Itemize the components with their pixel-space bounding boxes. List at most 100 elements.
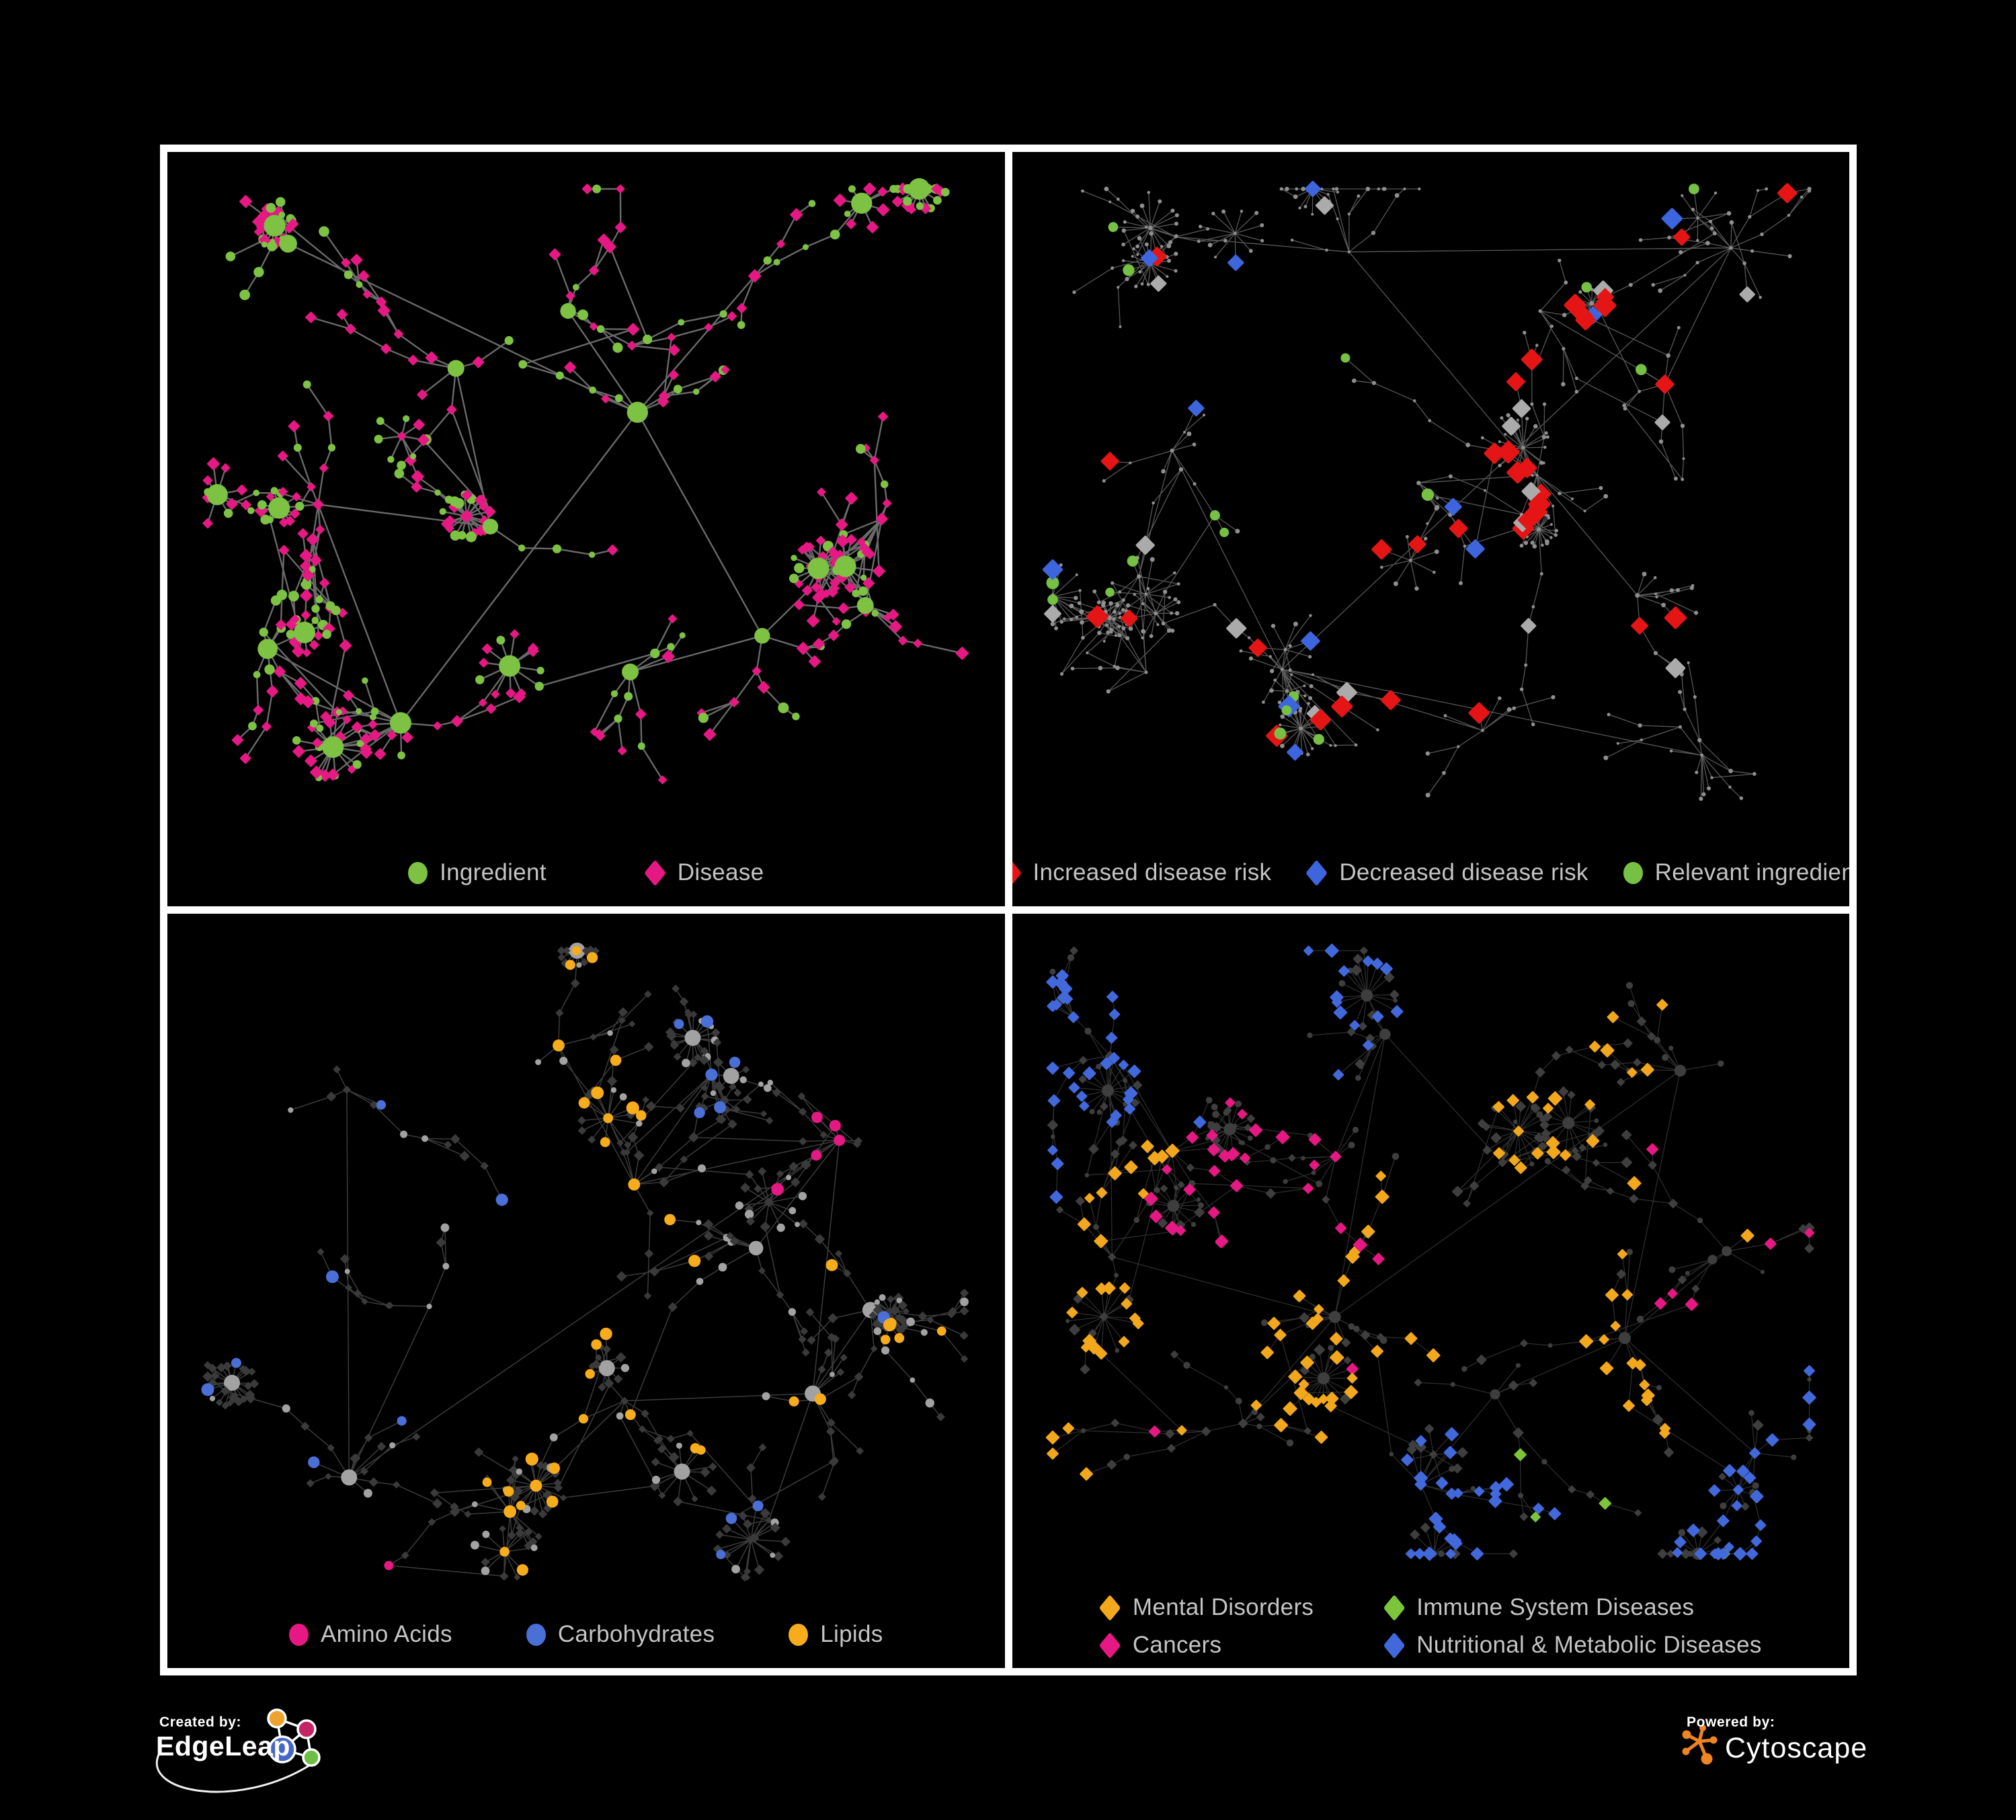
graph-node <box>515 1529 524 1538</box>
graph-node-highlight <box>268 497 290 519</box>
graph-node <box>682 1058 690 1068</box>
graph-node-highlight <box>231 1357 241 1368</box>
graph-node <box>1567 1485 1576 1494</box>
graph-node <box>300 589 313 602</box>
graph-node <box>679 997 689 1006</box>
graph-node-highlight <box>1175 1225 1186 1236</box>
graph-node <box>1320 188 1323 190</box>
graph-node <box>1223 1106 1232 1115</box>
graph-node <box>1068 603 1074 608</box>
graph-node <box>873 1327 882 1335</box>
graph-node <box>1365 186 1370 192</box>
graph-node-highlight <box>624 1409 636 1421</box>
graph-node <box>1451 1186 1463 1197</box>
graph-node <box>1213 255 1217 259</box>
graph-node <box>1677 325 1681 329</box>
graph-node <box>1549 523 1553 526</box>
graph-node <box>331 605 341 615</box>
graph-node <box>610 1087 617 1093</box>
graph-node-highlight <box>1207 1206 1220 1219</box>
graph-node <box>1800 195 1803 199</box>
graph-node <box>565 291 575 301</box>
graph-node <box>836 518 848 531</box>
graph-node <box>731 1565 740 1574</box>
graph-node-highlight <box>503 1505 516 1518</box>
graph-node-highlight <box>1293 1386 1308 1400</box>
graph-node <box>1512 1427 1524 1439</box>
graph-node <box>1750 249 1754 253</box>
graph-node-highlight <box>1147 1151 1162 1166</box>
edgeleap-logo-icon <box>156 1708 321 1793</box>
graph-node <box>1089 1109 1095 1115</box>
graph-node <box>811 582 821 593</box>
graph-node <box>1547 1343 1552 1348</box>
graph-node <box>538 1509 547 1519</box>
graph-node-highlight <box>1293 1290 1305 1302</box>
graph-node <box>684 1008 692 1016</box>
graph-node <box>757 681 770 694</box>
graph-node-highlight <box>1302 1183 1314 1194</box>
graph-node-highlight <box>856 597 874 614</box>
graph-node <box>267 241 278 251</box>
graph-node-highlight <box>384 1560 394 1571</box>
graph-node <box>1443 714 1447 717</box>
graph-node <box>758 1081 764 1087</box>
graph-node <box>374 434 383 444</box>
graph-node-highlight <box>1646 1143 1658 1156</box>
graph-node <box>1234 528 1240 534</box>
graph-node-highlight <box>674 1019 684 1029</box>
graph-node <box>1246 1114 1255 1123</box>
graph-node <box>846 219 856 229</box>
graph-node <box>791 555 797 561</box>
graph-node <box>596 325 605 333</box>
graph-node <box>397 751 405 760</box>
graph-node-highlight <box>1082 1066 1096 1080</box>
graph-node <box>479 658 489 668</box>
graph-node <box>1551 504 1554 508</box>
graph-node <box>733 1089 741 1097</box>
legend-swatch-lipids <box>789 1623 809 1646</box>
graph-node-highlight <box>1716 1514 1730 1528</box>
graph-node <box>889 1305 900 1316</box>
graph-node <box>874 1299 880 1305</box>
graph-node <box>1523 663 1527 667</box>
graph-node <box>1074 615 1078 619</box>
graph-node <box>1490 1389 1500 1400</box>
graph-node <box>319 578 330 588</box>
graph-node <box>1742 261 1746 266</box>
graph-node-highlight <box>1512 399 1531 418</box>
graph-node <box>1303 1427 1312 1435</box>
graph-node <box>1642 571 1646 577</box>
graph-node <box>940 188 950 197</box>
graph-node <box>616 1412 624 1420</box>
graph-node-highlight <box>1215 1234 1228 1248</box>
graph-node <box>377 304 391 317</box>
graph-node <box>727 1119 737 1129</box>
graph-node <box>239 1365 247 1373</box>
graph-node <box>451 715 463 727</box>
graph-node <box>1536 1136 1543 1142</box>
graph-node <box>1110 266 1114 270</box>
graph-node <box>1170 1350 1178 1359</box>
graph-node <box>485 703 497 714</box>
graph-node <box>1503 433 1506 436</box>
graph-node-highlight <box>1080 1342 1091 1353</box>
graph-node <box>1653 651 1658 656</box>
graph-node <box>1103 186 1108 192</box>
graph-node <box>450 1134 460 1144</box>
graph-node-highlight <box>716 1550 726 1560</box>
graph-node <box>1095 1064 1102 1070</box>
graph-node-highlight <box>585 1369 596 1379</box>
graph-node <box>1157 1218 1168 1228</box>
graph-node <box>1293 621 1298 627</box>
graph-node <box>875 512 888 526</box>
graph-node <box>1654 595 1658 598</box>
graph-node <box>881 1346 890 1355</box>
graph-node <box>1113 664 1116 668</box>
graph-node <box>1616 1269 1626 1279</box>
graph-node <box>312 498 324 510</box>
graph-node <box>1697 738 1701 743</box>
graph-node <box>1302 684 1305 687</box>
graph-node-highlight <box>1329 990 1344 1004</box>
graph-node <box>1748 1410 1755 1416</box>
